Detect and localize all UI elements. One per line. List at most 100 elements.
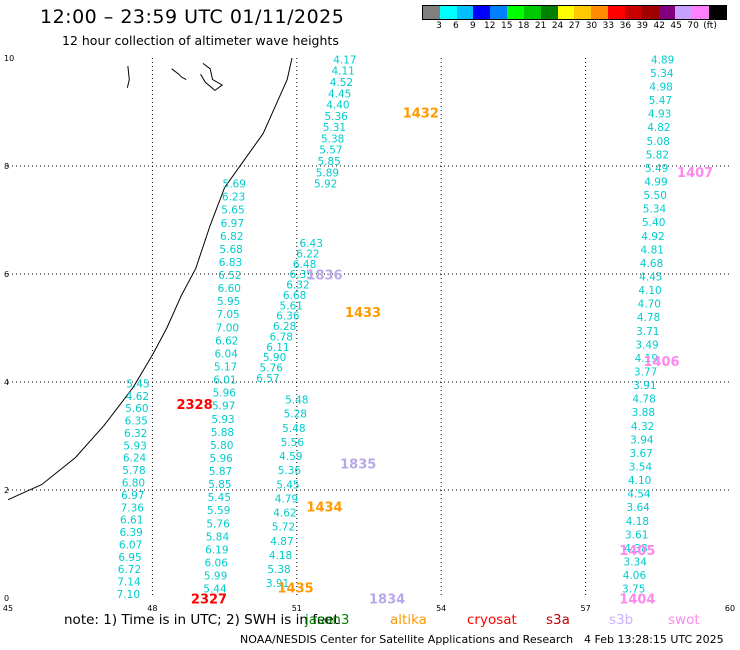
wave-height-value: 5.61 [280, 300, 303, 312]
wave-height-value: 5.72 [272, 522, 295, 534]
wave-height-value: 5.45 [126, 378, 149, 390]
wave-height-value: 5.59 [207, 505, 230, 517]
wave-height-value: 5.40 [642, 217, 665, 229]
wave-height-value: 4.78 [637, 312, 660, 324]
wave-height-value: 4.87 [270, 536, 293, 548]
wave-height-value: 6.62 [215, 335, 238, 347]
x-tick-label: 60 [725, 604, 735, 613]
wave-height-value: 6.78 [270, 331, 293, 343]
legend-swatch [507, 6, 524, 19]
wave-height-value: 3.91 [633, 380, 656, 392]
wave-height-value: 6.95 [118, 552, 141, 564]
legend-label: 45 [670, 21, 682, 31]
legend-swatch [641, 6, 659, 19]
pass-labels: 1432 1433 1434 1435 2328 2327 1836 1835 1834 1407… [176, 106, 713, 607]
wave-height-value: 3.61 [625, 529, 648, 541]
wave-height-value: 4.40 [326, 100, 349, 112]
legend-label: 39 [636, 21, 648, 31]
wave-height-value: 5.90 [263, 352, 286, 364]
wave-height-value: 4.62 [126, 391, 149, 403]
wave-height-value: 5.96 [213, 388, 237, 400]
wave-height-value: 6.07 [119, 539, 142, 551]
wave-height-value: 5.78 [122, 465, 145, 477]
wave-height-value: 5.85 [208, 479, 231, 491]
wave-height-value: 4.45 [639, 272, 662, 284]
pass-label: 1435 [278, 582, 314, 597]
coastline-path [7, 57, 293, 501]
y-tick-label: 4 [4, 378, 9, 387]
wave-height-value: 5.68 [219, 244, 242, 256]
wave-height-value: 3.67 [629, 448, 652, 460]
legend-label: 42 [653, 21, 665, 31]
x-tick-label: 54 [436, 604, 446, 613]
wave-height-value: 4.59 [279, 451, 302, 463]
wave-height-value: 5.17 [214, 362, 237, 374]
wave-height-value: 4.81 [641, 244, 664, 256]
satellite-name: swot [668, 612, 700, 628]
wave-height-value: 5.89 [316, 167, 339, 179]
wave-height-value: 6.52 [218, 270, 241, 282]
legend-swatch [540, 6, 558, 19]
pass-label: 1835 [340, 457, 376, 472]
wave-height-value: 5.38 [267, 564, 290, 576]
pass-label: 1432 [403, 106, 439, 121]
legend-swatch [557, 6, 575, 19]
wave-height-value: 6.32 [286, 280, 309, 292]
wave-height-value: 6.97 [121, 490, 144, 502]
legend-label: 33 [602, 21, 615, 31]
legend-swatch [709, 6, 726, 19]
wave-height-value: 4.11 [331, 66, 354, 78]
wave-height-value: 6.35 [125, 416, 148, 428]
legend-swatch [574, 6, 592, 19]
wave-height-value: 5.45 [276, 479, 299, 491]
wave-height-value: 4.17 [333, 54, 356, 66]
wave-height-value: 6.43 [300, 238, 323, 250]
wave-height-value: 5.92 [314, 179, 337, 191]
x-tick-label: 51 [292, 604, 302, 613]
wave-height-value: 5.76 [260, 363, 284, 375]
wave-height-value: 5.38 [321, 133, 344, 145]
wave-height-value: 6.24 [123, 453, 147, 465]
wave-height-value: 7.00 [216, 322, 239, 334]
wave-height-value: 3.94 [630, 434, 654, 446]
pass-label: 2328 [176, 398, 212, 413]
legend-label: 6 [453, 21, 459, 31]
wave-height-value: 5.80 [210, 440, 233, 452]
map-subtitle: 12 hour collection of altimeter wave hei… [62, 33, 339, 48]
wave-height-value: 5.28 [284, 409, 307, 421]
legend-label: 24 [551, 21, 564, 31]
pass-label: 1406 [643, 355, 679, 370]
wave-height-value: 4.89 [651, 54, 674, 66]
wave-height-value: 3.54 [629, 461, 653, 473]
wave-height-value: 5.47 [649, 95, 672, 107]
wave-height-value: 6.32 [124, 428, 147, 440]
wave-height-value: 5.60 [125, 403, 148, 415]
wave-height-value: 6.11 [266, 342, 289, 354]
legend-swatch [591, 6, 609, 19]
wave-height-value: 6.48 [293, 259, 316, 271]
wave-height-value: 5.88 [211, 427, 234, 439]
island-path [126, 66, 130, 88]
pass-label: 1836 [306, 268, 342, 283]
wave-height-value: 5.45 [208, 492, 231, 504]
wave-height-value: 5.95 [217, 296, 240, 308]
wave-height-value: 4.68 [640, 258, 663, 270]
wave-height-value: 5.84 [206, 531, 230, 543]
legend-swatch [692, 6, 710, 19]
legend-label: 21 [534, 21, 547, 31]
wave-height-value: 4.19 [635, 353, 658, 365]
pass-label: 1405 [619, 544, 655, 559]
axis-ticks: 45 48 51 54 57 60 0 2 4 6 8 10 [3, 54, 735, 613]
legend-label: 70 [687, 21, 699, 31]
wave-height-value: 4.93 [648, 109, 671, 121]
wave-height-value: 6.04 [214, 348, 238, 360]
footer-credit: NOAA/NESDIS Center for Satellite Applica… [240, 633, 574, 646]
wave-height-value: 5.34 [650, 68, 674, 80]
color-scale-labels: 3 6 9 12 15 18 21 24 27 30 33 36 39 42 45 70 (ft) [422, 21, 727, 33]
wave-height-value: 5.48 [285, 395, 308, 407]
wave-height-value: 4.70 [638, 299, 661, 311]
wave-height-value: 4.06 [623, 570, 647, 582]
wave-height-value: 5.49 [645, 163, 668, 175]
wave-height-value: 6.19 [205, 544, 228, 556]
wave-height-value: 6.28 [273, 321, 296, 333]
